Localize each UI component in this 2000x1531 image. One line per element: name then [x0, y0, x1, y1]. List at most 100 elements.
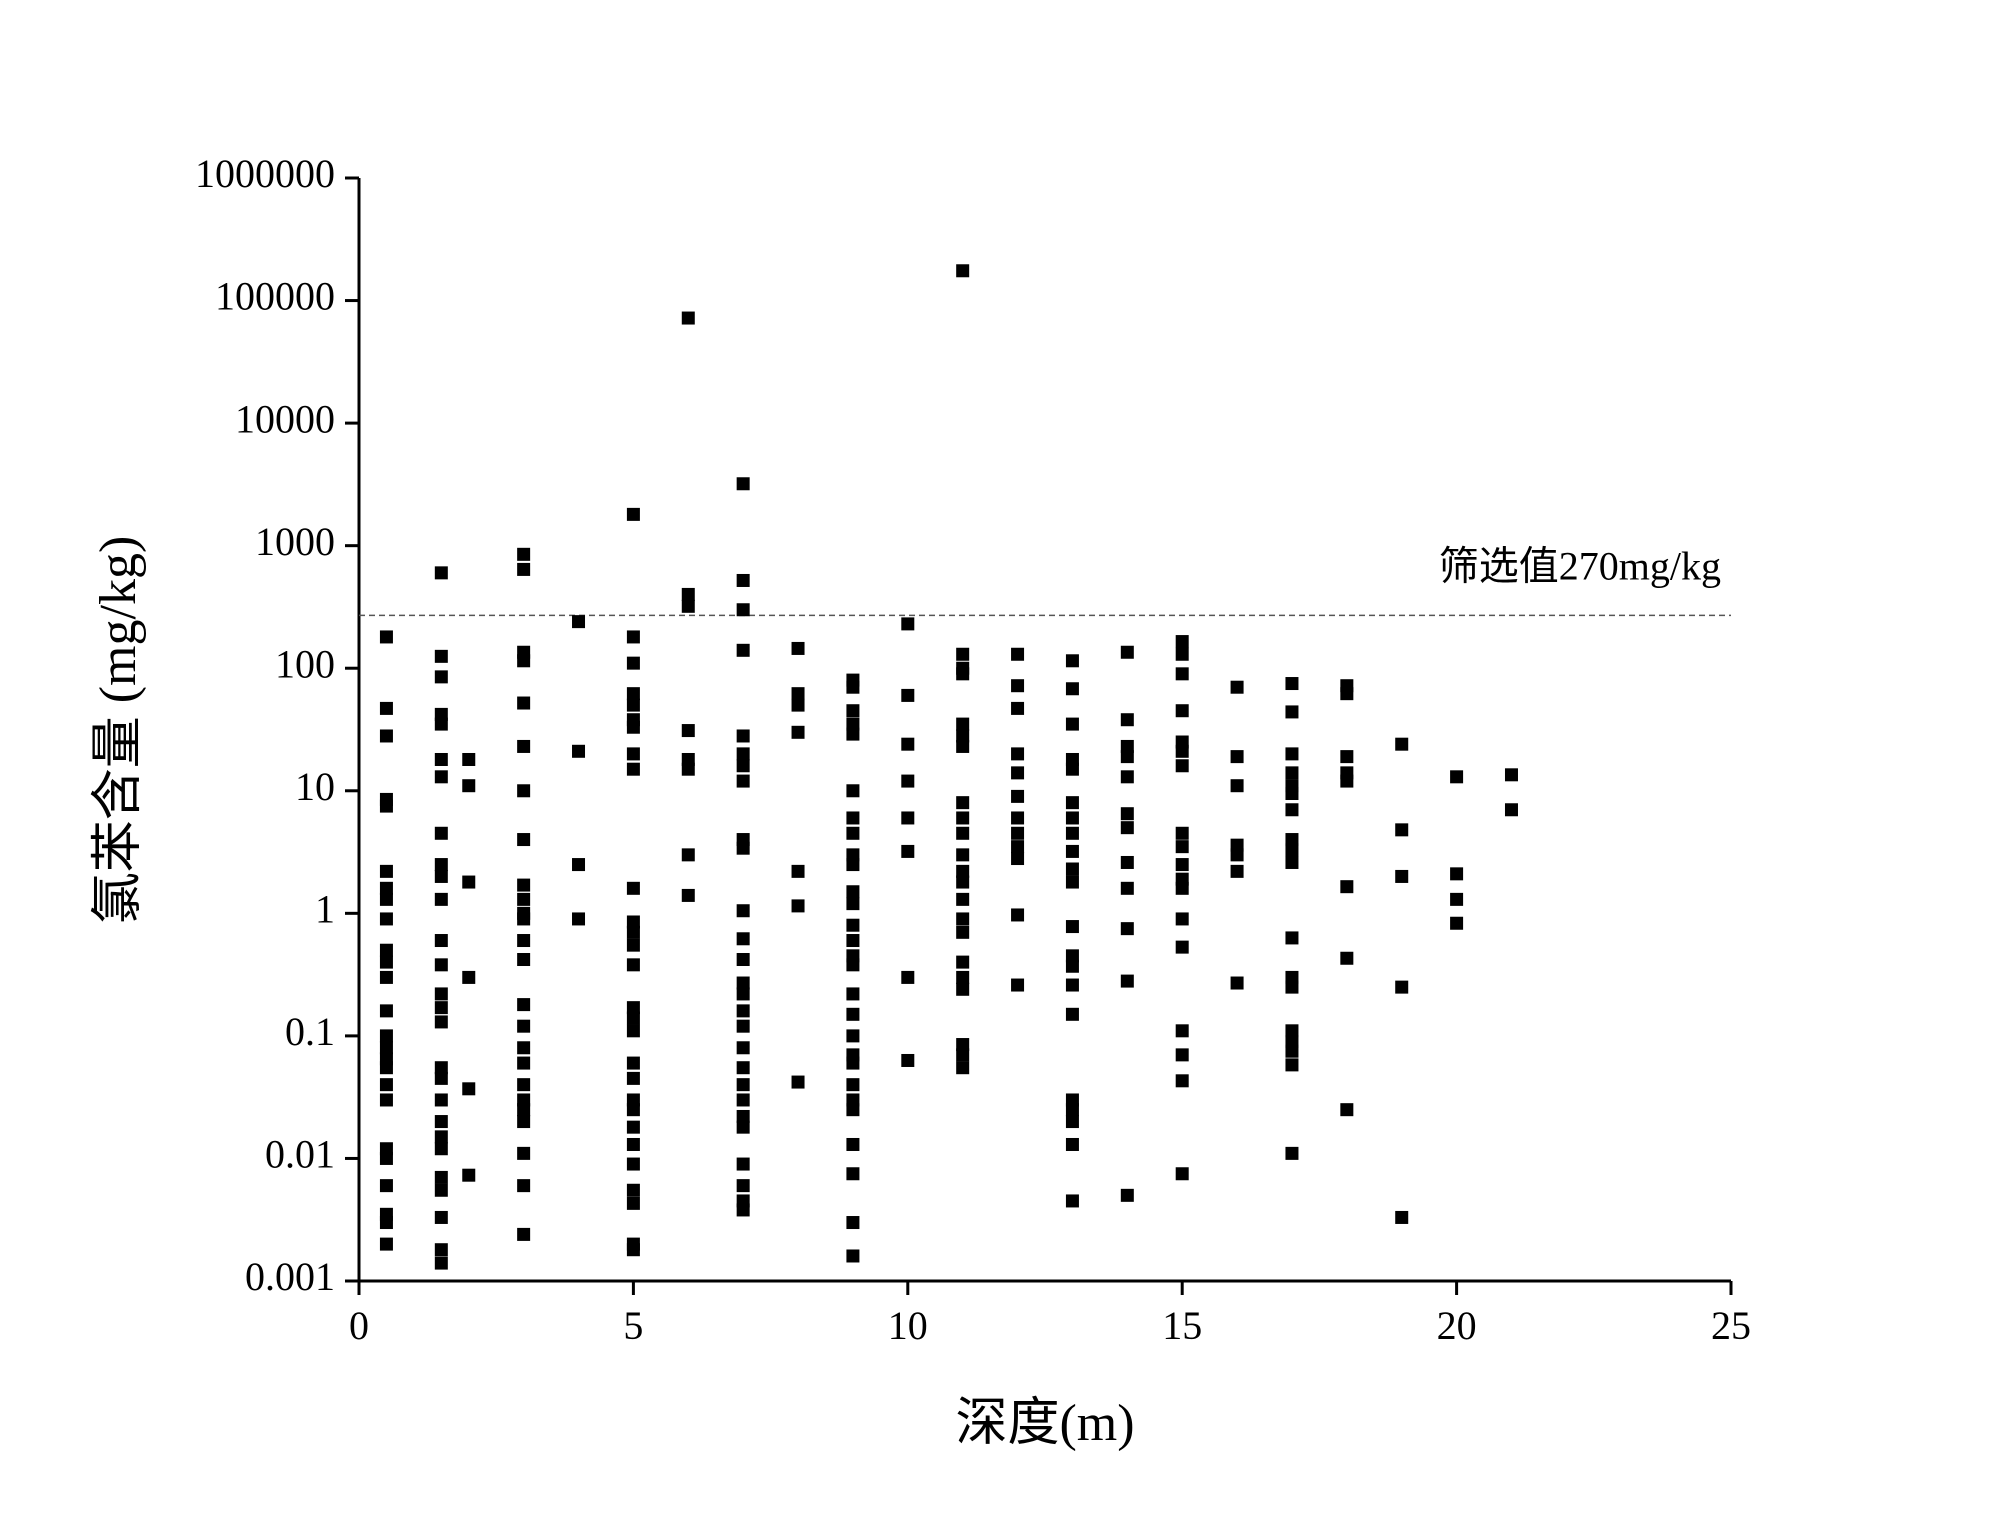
point	[1450, 770, 1464, 784]
point	[572, 858, 586, 872]
point	[517, 912, 531, 926]
point	[379, 955, 393, 969]
point	[1175, 744, 1189, 758]
point	[736, 904, 750, 918]
point	[846, 897, 860, 911]
point	[846, 958, 860, 972]
point	[901, 617, 915, 631]
point	[1450, 916, 1464, 930]
point	[572, 912, 586, 926]
point	[1065, 959, 1079, 973]
point	[517, 833, 531, 847]
point	[1120, 821, 1134, 835]
point	[901, 774, 915, 788]
point	[736, 1004, 750, 1018]
point	[462, 752, 476, 766]
point	[1175, 940, 1189, 954]
y-tick-label: 100000	[215, 274, 335, 319]
point	[736, 1109, 750, 1123]
point	[462, 1168, 476, 1182]
point	[901, 1053, 915, 1067]
point	[517, 547, 531, 561]
point	[379, 943, 393, 957]
point	[1065, 862, 1079, 876]
point	[956, 848, 970, 862]
point	[901, 844, 915, 858]
point	[901, 688, 915, 702]
point	[846, 704, 860, 718]
point	[1175, 1074, 1189, 1088]
point	[626, 1120, 640, 1134]
point	[791, 864, 805, 878]
point	[736, 1041, 750, 1055]
point	[1230, 976, 1244, 990]
point	[846, 885, 860, 899]
point	[1285, 855, 1299, 869]
point	[379, 630, 393, 644]
point	[517, 1146, 531, 1160]
point	[1011, 811, 1025, 825]
point	[1011, 978, 1025, 992]
point	[1175, 647, 1189, 661]
point	[736, 729, 750, 743]
point	[434, 987, 448, 1001]
point	[681, 762, 695, 776]
point	[1065, 875, 1079, 889]
point	[517, 1056, 531, 1070]
point	[626, 1137, 640, 1151]
x-axis-title: 深度(m)	[955, 1395, 1134, 1452]
point	[1065, 1194, 1079, 1208]
point	[1120, 750, 1134, 764]
point	[1120, 770, 1134, 784]
point	[846, 826, 860, 840]
point	[1175, 912, 1189, 926]
point	[736, 747, 750, 761]
point	[1011, 747, 1025, 761]
point	[626, 698, 640, 712]
point	[626, 1103, 640, 1117]
point	[379, 701, 393, 715]
point	[1065, 654, 1079, 668]
point	[462, 779, 476, 793]
y-tick-label: 1000000	[195, 151, 335, 196]
y-tick-label: 0.001	[245, 1254, 335, 1299]
point	[517, 739, 531, 753]
point	[1011, 679, 1025, 693]
point	[434, 717, 448, 731]
point	[736, 1120, 750, 1134]
x-tick-label: 5	[623, 1303, 643, 1348]
y-tick-label: 0.1	[285, 1009, 335, 1054]
point	[379, 881, 393, 895]
point	[434, 670, 448, 684]
point	[379, 1061, 393, 1075]
point	[846, 727, 860, 741]
point	[379, 1093, 393, 1107]
point	[956, 1061, 970, 1075]
point	[736, 573, 750, 587]
point	[379, 1004, 393, 1018]
point	[379, 1041, 393, 1055]
point	[1065, 717, 1079, 731]
point	[846, 934, 860, 948]
point	[626, 1056, 640, 1070]
point	[1011, 908, 1025, 922]
point	[846, 987, 860, 1001]
point	[434, 1256, 448, 1270]
x-tick-label: 20	[1437, 1303, 1477, 1348]
point	[517, 892, 531, 906]
point	[736, 953, 750, 967]
point	[846, 1056, 860, 1070]
point	[1395, 1210, 1409, 1224]
point	[1285, 1146, 1299, 1160]
point	[736, 976, 750, 990]
point	[434, 1093, 448, 1107]
point	[1011, 826, 1025, 840]
point	[517, 1115, 531, 1129]
point	[1120, 713, 1134, 727]
point	[1340, 774, 1354, 788]
point	[626, 938, 640, 952]
point	[736, 841, 750, 855]
point	[379, 1237, 393, 1251]
y-tick-label: 0.01	[265, 1132, 335, 1177]
